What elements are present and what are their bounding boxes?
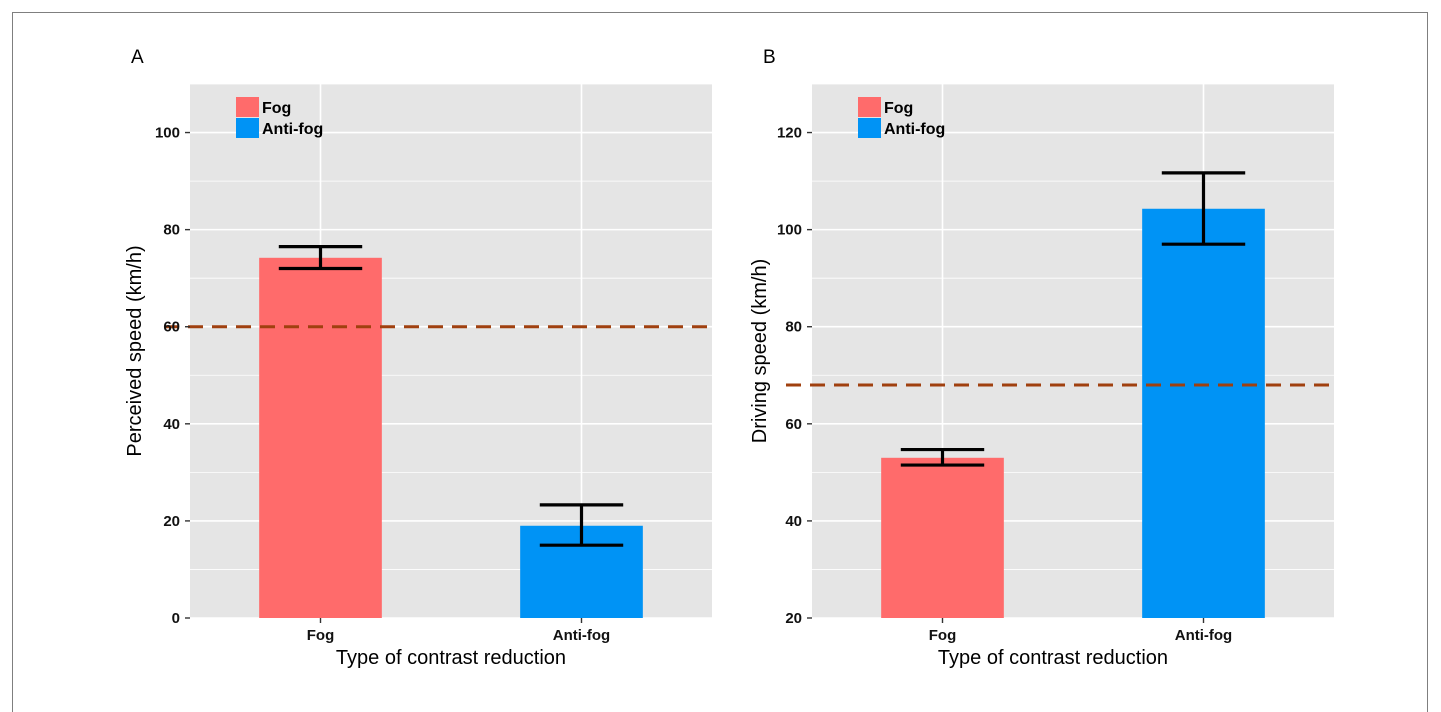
panel-a-x-tick-label: Fog	[307, 627, 335, 644]
panel-b-x-tick-label: Anti-fog	[1175, 627, 1232, 644]
panel-a-bar-fog	[259, 257, 382, 618]
panel-a-x-tick-label: Anti-fog	[553, 627, 610, 644]
figure-frame	[12, 12, 1428, 712]
panel-b-legend-antifog-label: Anti-fog	[884, 121, 945, 138]
panel-b-y-ticks: 20 40 60 80 100 120	[777, 125, 812, 627]
panel-b-legend: Fog Anti-fog	[858, 97, 945, 138]
panel-a-legend-antifog-swatch	[236, 118, 259, 138]
panel-a-legend-antifog-label: Anti-fog	[262, 121, 323, 138]
panel-a-y-tick-label: 80	[163, 222, 180, 239]
panel-a-x-ticks: Fog Anti-fog	[307, 618, 610, 644]
panel-b-chart: B 20 40 60 80 100 120 Fog Anti-fog Type of con…	[749, 47, 1334, 669]
panel-a-letter: A	[131, 47, 144, 68]
panel-b-bars	[881, 208, 1265, 618]
panel-b-bar-anti-fog	[1142, 208, 1265, 618]
panel-a-bars	[259, 257, 643, 618]
panel-b-y-tick-label: 60	[785, 416, 802, 433]
panel-a-legend: Fog Anti-fog	[236, 97, 323, 138]
panel-b-bar-fog	[881, 457, 1004, 618]
panel-a-y-tick-label: 40	[163, 416, 180, 433]
panel-a-x-axis-title: Type of contrast reduction	[336, 647, 566, 669]
panel-b-x-axis-title: Type of contrast reduction	[938, 647, 1168, 669]
panel-a-chart: A 0 20 40 60 80 100 Fog Anti-fog Type of contr…	[124, 47, 712, 669]
panel-b-y-tick-label: 20	[785, 610, 802, 627]
panel-b-legend-antifog-swatch	[858, 118, 881, 138]
panel-a-y-axis-title: Perceived speed (km/h)	[124, 245, 146, 456]
panel-a-y-tick-label: 0	[172, 610, 180, 627]
panel-a-y-ticks: 0 20 40 60 80 100	[155, 125, 190, 627]
panel-a-y-tick-label: 60	[163, 319, 180, 336]
panel-b-error-bars	[900, 171, 1246, 467]
panel-b-x-ticks: Fog Anti-fog	[929, 618, 1232, 644]
panel-a-legend-fog-label: Fog	[262, 100, 291, 117]
panel-b-y-tick-label: 120	[777, 125, 802, 142]
panel-b-y-tick-label: 40	[785, 513, 802, 530]
panel-b-legend-fog-swatch	[858, 97, 881, 117]
panel-a-y-tick-label: 100	[155, 125, 180, 142]
panel-a-error-bars	[278, 245, 624, 547]
panel-b-x-tick-label: Fog	[929, 627, 957, 644]
panel-b-y-axis-title: Driving speed (km/h)	[749, 259, 771, 444]
panel-b-y-tick-label: 80	[785, 319, 802, 336]
panel-b-y-tick-label: 100	[777, 222, 802, 239]
panel-b-letter: B	[763, 47, 776, 68]
panel-a-y-tick-label: 20	[163, 513, 180, 530]
panel-b-legend-fog-label: Fog	[884, 100, 913, 117]
panel-a-legend-fog-swatch	[236, 97, 259, 117]
